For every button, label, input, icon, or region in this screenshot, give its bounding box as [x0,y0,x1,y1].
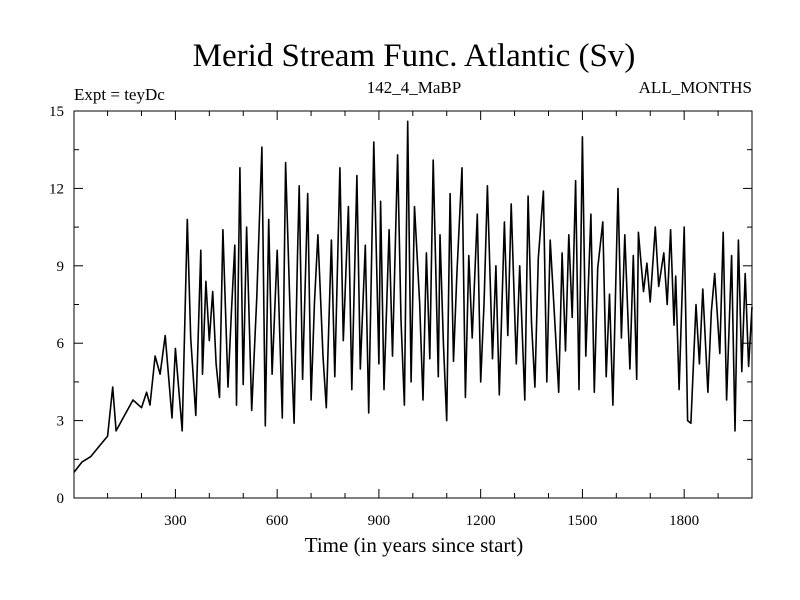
axis-tick-labels: 300 600 900 1200 1500 1800 0 3 6 9 12 15 [49,104,699,529]
x-tick-label: 900 [368,513,391,529]
x-axis-label: Time (in years since start) [305,533,524,557]
chart-subtitle-center: 142_4_MaBP [367,78,461,97]
y-tick-label: 3 [57,414,65,430]
x-tick-label: 1500 [567,513,597,529]
y-tick-label: 6 [57,336,65,352]
x-tick-label: 300 [164,513,187,529]
x-tick-label: 600 [266,513,289,529]
y-tick-label: 0 [57,491,65,507]
y-tick-label: 15 [49,104,64,120]
y-tick-label: 9 [57,259,65,275]
y-tick-label: 12 [49,181,64,197]
chart-subtitle-left: Expt = teyDc [74,85,165,104]
series-line [73,120,753,473]
x-tick-label: 1200 [466,513,496,529]
chart-subtitle-right: ALL_MONTHS [639,78,752,97]
axis-ticks [74,110,752,499]
x-tick-label: 1800 [669,513,699,529]
chart-title: Merid Stream Func. Atlantic (Sv) [193,38,636,74]
